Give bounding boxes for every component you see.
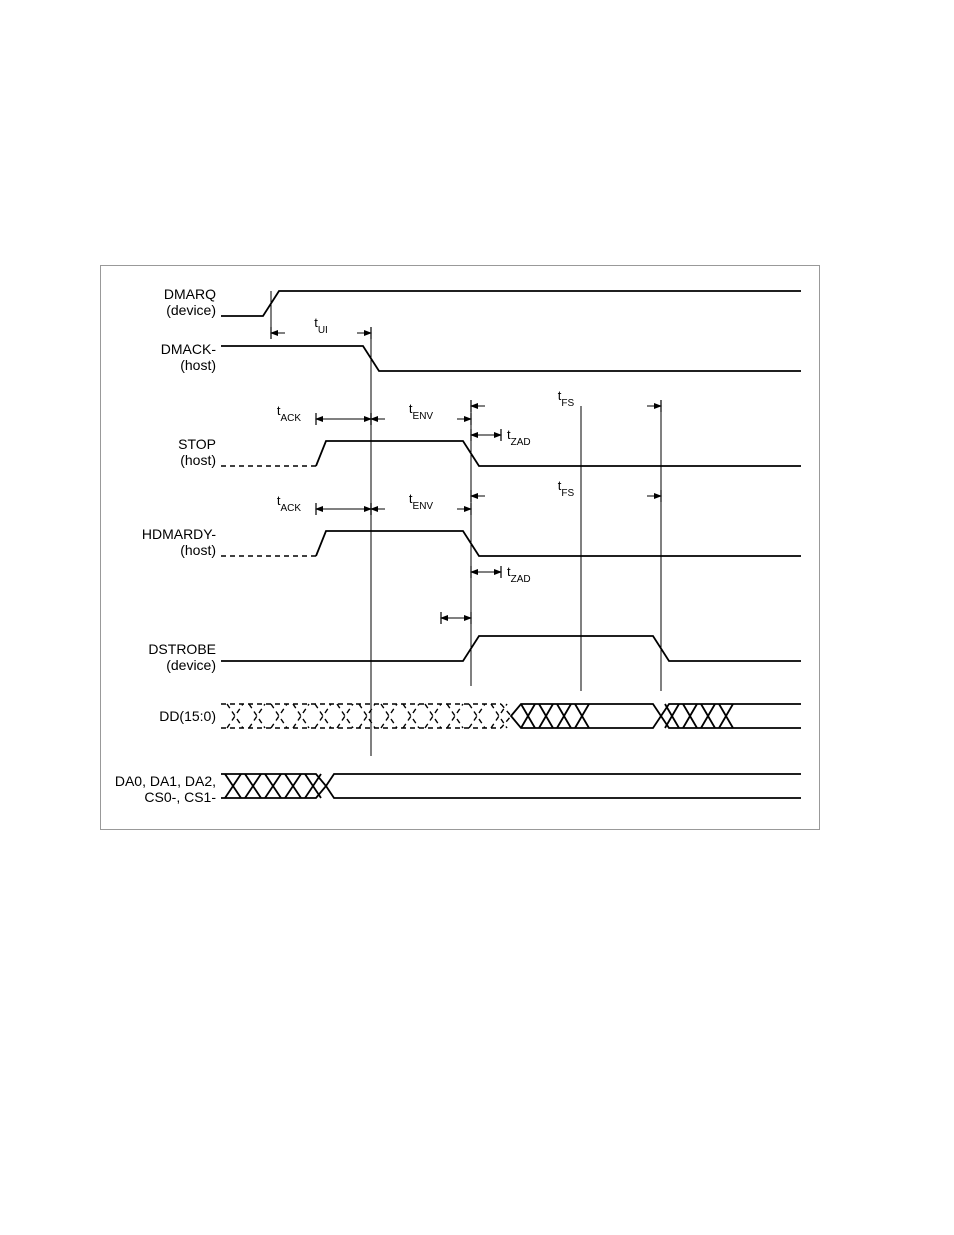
wave-dmack bbox=[221, 346, 801, 371]
svg-text:tZAD: tZAD bbox=[507, 564, 531, 585]
svg-text:tZAD: tZAD bbox=[507, 427, 531, 448]
svg-text:tFS: tFS bbox=[558, 388, 575, 409]
wave-stop bbox=[316, 441, 801, 466]
svg-text:tACK: tACK bbox=[277, 403, 302, 424]
svg-text:(device): (device) bbox=[166, 657, 216, 673]
signal-label-addr: DA0, DA1, DA2, bbox=[115, 773, 216, 789]
wave-hdmardy bbox=[316, 531, 801, 556]
svg-text:(host): (host) bbox=[180, 452, 216, 468]
svg-text:CS0-, CS1-: CS0-, CS1- bbox=[144, 789, 216, 805]
svg-text:tACK: tACK bbox=[277, 493, 302, 514]
signal-label-dd: DD(15:0) bbox=[159, 708, 216, 724]
svg-text:(host): (host) bbox=[180, 357, 216, 373]
svg-text:(host): (host) bbox=[180, 542, 216, 558]
timing-diagram: tUItACKtENVtFStZADtACKtENVtFStZAD DMARQ(… bbox=[100, 265, 820, 830]
svg-text:tFS: tFS bbox=[558, 478, 575, 499]
svg-text:tENV: tENV bbox=[409, 401, 434, 422]
signal-label-dmack: DMACK- bbox=[161, 341, 217, 357]
signal-label-stop: STOP bbox=[178, 436, 216, 452]
svg-text:tUI: tUI bbox=[314, 315, 328, 336]
wave-dstrobe bbox=[221, 636, 801, 661]
svg-text:(device): (device) bbox=[166, 302, 216, 318]
signal-label-hdmrdy: HDMARDY- bbox=[142, 526, 216, 542]
wave-dmarq bbox=[221, 291, 801, 316]
signal-label-dmarq: DMARQ bbox=[164, 286, 216, 302]
signal-label-dstrobe: DSTROBE bbox=[148, 641, 216, 657]
svg-text:tENV: tENV bbox=[409, 491, 434, 512]
